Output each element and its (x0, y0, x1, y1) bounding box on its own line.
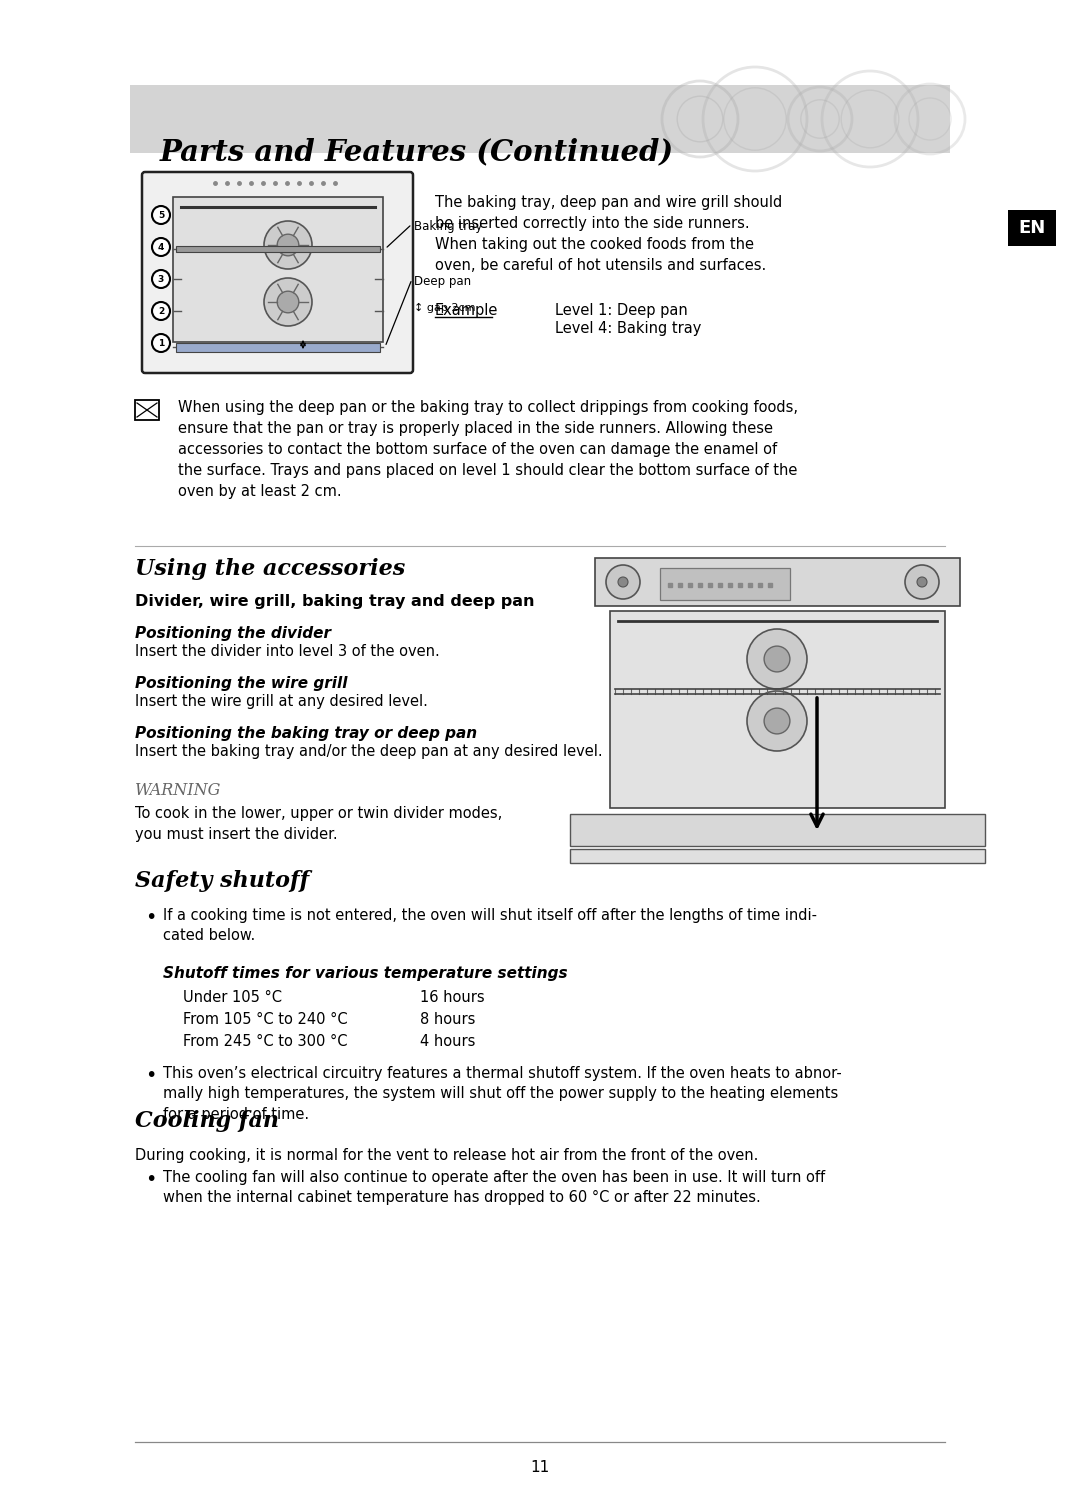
Text: Insert the wire grill at any desired level.: Insert the wire grill at any desired lev… (135, 694, 428, 709)
Bar (570, 849, 985, 863)
Text: Parts and Features (Continued): Parts and Features (Continued) (160, 137, 674, 166)
Text: •: • (145, 1065, 157, 1085)
Text: When using the deep pan or the baking tray to collect drippings from cooking foo: When using the deep pan or the baking tr… (178, 400, 798, 499)
Circle shape (264, 221, 312, 269)
Text: Positioning the wire grill: Positioning the wire grill (135, 676, 348, 691)
Bar (176, 343, 380, 352)
Bar (0, 0, 1080, 85)
Bar (135, 400, 159, 421)
Text: Deep pan: Deep pan (414, 275, 471, 288)
Text: 4: 4 (158, 242, 164, 251)
Circle shape (278, 235, 299, 256)
Text: From 245 °C to 300 °C: From 245 °C to 300 °C (183, 1034, 348, 1049)
Text: This oven’s electrical circuitry features a thermal shutoff system. If the oven : This oven’s electrical circuitry feature… (163, 1065, 841, 1122)
Bar (595, 559, 960, 606)
Circle shape (747, 629, 807, 690)
Text: 4 hours: 4 hours (420, 1034, 475, 1049)
Circle shape (152, 302, 170, 319)
Text: Insert the baking tray and/or the deep pan at any desired level.: Insert the baking tray and/or the deep p… (135, 744, 603, 759)
Text: ↕ gap 2cm: ↕ gap 2cm (414, 303, 475, 314)
Text: If a cooking time is not entered, the oven will shut itself off after the length: If a cooking time is not entered, the ov… (163, 908, 816, 944)
Text: 3: 3 (158, 275, 164, 284)
Bar (570, 814, 985, 846)
Bar (176, 247, 380, 253)
Text: Level 1: Deep pan: Level 1: Deep pan (555, 303, 688, 318)
Text: From 105 °C to 240 °C: From 105 °C to 240 °C (183, 1012, 348, 1027)
Circle shape (152, 270, 170, 288)
Text: 11: 11 (530, 1461, 550, 1476)
Text: •: • (145, 1169, 157, 1189)
Text: 8 hours: 8 hours (420, 1012, 475, 1027)
Text: Insert the divider into level 3 of the oven.: Insert the divider into level 3 of the o… (135, 643, 440, 658)
Circle shape (618, 577, 627, 587)
Circle shape (606, 565, 640, 599)
Circle shape (747, 691, 807, 750)
Bar (660, 568, 789, 600)
Text: 1: 1 (158, 339, 164, 348)
Circle shape (152, 207, 170, 224)
Text: Level 4: Baking tray: Level 4: Baking tray (555, 321, 701, 336)
Text: To cook in the lower, upper or twin divider modes,
you must insert the divider.: To cook in the lower, upper or twin divi… (135, 805, 502, 843)
Circle shape (905, 565, 939, 599)
Text: WARNING: WARNING (135, 782, 221, 799)
Circle shape (764, 646, 789, 672)
Bar (173, 198, 383, 342)
Text: Positioning the divider: Positioning the divider (135, 626, 330, 640)
Bar (130, 85, 950, 153)
Text: The baking tray, deep pan and wire grill should
be inserted correctly into the s: The baking tray, deep pan and wire grill… (435, 195, 782, 273)
Circle shape (264, 278, 312, 325)
Text: Example: Example (435, 303, 498, 318)
Text: •: • (145, 908, 157, 927)
Text: The cooling fan will also continue to operate after the oven has been in use. It: The cooling fan will also continue to op… (163, 1169, 825, 1205)
Text: Using the accessories: Using the accessories (135, 559, 405, 580)
Circle shape (764, 709, 789, 734)
Circle shape (278, 291, 299, 312)
Circle shape (152, 238, 170, 256)
Text: Baking tray: Baking tray (414, 220, 483, 233)
Text: Divider, wire grill, baking tray and deep pan: Divider, wire grill, baking tray and dee… (135, 594, 535, 609)
Text: 5: 5 (158, 211, 164, 220)
Circle shape (917, 577, 927, 587)
Text: Shutoff times for various temperature settings: Shutoff times for various temperature se… (163, 966, 568, 981)
Text: Safety shutoff: Safety shutoff (135, 869, 309, 892)
Circle shape (152, 334, 170, 352)
Text: 16 hours: 16 hours (420, 990, 485, 1005)
Text: 2: 2 (158, 306, 164, 315)
Text: Under 105 °C: Under 105 °C (183, 990, 282, 1005)
Text: EN: EN (1018, 218, 1045, 236)
Bar (610, 611, 945, 808)
Text: During cooking, it is normal for the vent to release hot air from the front of t: During cooking, it is normal for the ven… (135, 1149, 758, 1164)
FancyBboxPatch shape (141, 172, 413, 373)
Text: Cooling fan: Cooling fan (135, 1110, 279, 1132)
Bar (1008, 210, 1056, 247)
Text: Positioning the baking tray or deep pan: Positioning the baking tray or deep pan (135, 727, 477, 742)
